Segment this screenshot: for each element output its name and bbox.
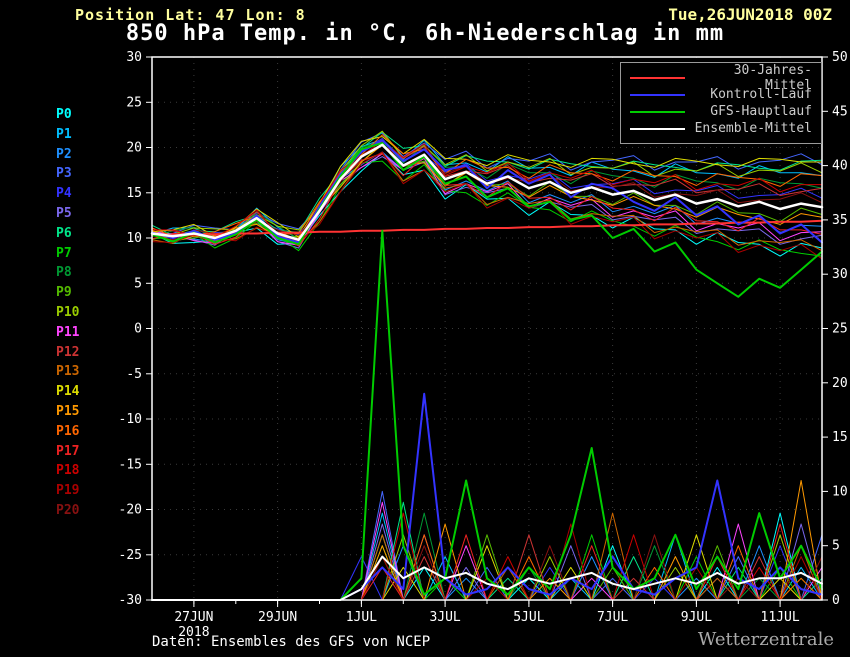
legend-entry-label: GFS-Hauptlauf bbox=[710, 104, 812, 119]
svg-text:10: 10 bbox=[832, 484, 848, 499]
legend-row: 30-Jahres-Mittel bbox=[630, 63, 812, 93]
data-source-label: Daten: Ensembles des GFS von NCEP bbox=[152, 634, 431, 650]
svg-text:15: 15 bbox=[126, 186, 142, 201]
legend-line-sample bbox=[630, 93, 685, 96]
axes: -30 -25 -20 -15 -10 -5 0 5 10 15 20 25 30 0 5 10 15 20 25 3… bbox=[119, 50, 848, 640]
svg-text:10: 10 bbox=[126, 231, 142, 246]
ensemble-member-label: P12 bbox=[56, 344, 80, 360]
ensemble-member-label: P0 bbox=[56, 107, 72, 122]
svg-text:-15: -15 bbox=[119, 457, 142, 472]
legend-entry-label: 30-Jahres-Mittel bbox=[733, 62, 812, 93]
svg-text:50: 50 bbox=[832, 50, 848, 65]
svg-text:27JUN: 27JUN bbox=[174, 610, 213, 625]
ensemble-member-label: P20 bbox=[56, 503, 80, 518]
svg-text:11JUL: 11JUL bbox=[761, 610, 800, 625]
ensemble-member-label: P18 bbox=[56, 463, 80, 479]
legend-row: GFS-Hauptlauf bbox=[630, 103, 812, 120]
ensemble-member-label: P15 bbox=[56, 404, 80, 419]
ensemble-member-label: P4 bbox=[56, 186, 72, 202]
svg-text:29JUN: 29JUN bbox=[258, 610, 297, 625]
ensemble-member-label: P2 bbox=[56, 146, 72, 162]
ensemble-member-label: P9 bbox=[56, 285, 72, 301]
svg-text:30: 30 bbox=[832, 267, 848, 282]
chart-title: 850 hPa Temp. in °C, 6h-Niederschlag in … bbox=[125, 21, 725, 46]
svg-text:-10: -10 bbox=[119, 412, 142, 427]
ensemble-member-label: P5 bbox=[56, 206, 72, 221]
svg-text:3JUL: 3JUL bbox=[429, 610, 460, 625]
svg-text:-20: -20 bbox=[119, 503, 142, 518]
ensemble-member-label: P14 bbox=[56, 384, 80, 400]
legend-line-sample bbox=[630, 76, 685, 79]
svg-text:5JUL: 5JUL bbox=[513, 610, 544, 625]
ensemble-member-label: P19 bbox=[56, 483, 80, 499]
brand-label: Wetterzentrale bbox=[697, 629, 834, 650]
ensemble-member-label: P11 bbox=[56, 324, 80, 340]
legend-line-sample bbox=[630, 110, 685, 113]
temperature-series bbox=[150, 130, 824, 298]
ensemble-member-label: P3 bbox=[56, 166, 72, 182]
ensemble-member-label: P13 bbox=[56, 364, 80, 380]
svg-text:25: 25 bbox=[126, 95, 142, 110]
chart-legend: 30-Jahres-Mittel Kontroll-Lauf GFS-Hauptla… bbox=[620, 62, 822, 144]
svg-text:7JUL: 7JUL bbox=[597, 610, 628, 625]
ensemble-member-label: P17 bbox=[56, 443, 80, 459]
legend-row: Ensemble-Mittel bbox=[630, 120, 812, 137]
svg-text:9JUL: 9JUL bbox=[681, 610, 712, 625]
svg-text:0: 0 bbox=[832, 593, 840, 608]
svg-text:20: 20 bbox=[832, 376, 848, 391]
svg-text:5: 5 bbox=[832, 539, 840, 554]
svg-text:2018: 2018 bbox=[178, 625, 209, 640]
ensemble-member-label: P1 bbox=[56, 126, 72, 142]
legend-entry-label: Kontroll-Lauf bbox=[710, 87, 812, 102]
svg-text:45: 45 bbox=[832, 104, 848, 119]
svg-text:35: 35 bbox=[832, 213, 848, 228]
svg-text:40: 40 bbox=[832, 159, 848, 174]
ensemble-member-label: P7 bbox=[56, 245, 72, 261]
svg-text:-25: -25 bbox=[119, 548, 142, 563]
ensemble-member-label: P10 bbox=[56, 305, 80, 320]
ensemble-member-label: P8 bbox=[56, 265, 72, 281]
position-label: Position Lat: 47 Lon: 8 bbox=[75, 6, 306, 24]
svg-text:15: 15 bbox=[832, 430, 848, 445]
svg-text:30: 30 bbox=[126, 50, 142, 65]
svg-text:-5: -5 bbox=[126, 367, 142, 382]
run-datetime-label: Tue,26JUN2018 00Z bbox=[668, 5, 832, 24]
svg-text:1JUL: 1JUL bbox=[346, 610, 377, 625]
ensemble-member-label: P16 bbox=[56, 423, 80, 439]
svg-text:20: 20 bbox=[126, 141, 142, 156]
legend-row: Kontroll-Lauf bbox=[630, 86, 812, 103]
svg-text:25: 25 bbox=[832, 322, 848, 337]
legend-entry-label: Ensemble-Mittel bbox=[694, 121, 812, 136]
svg-text:0: 0 bbox=[134, 322, 142, 337]
legend-line-sample bbox=[630, 127, 685, 130]
svg-text:5: 5 bbox=[134, 276, 142, 291]
ensemble-member-label: P6 bbox=[56, 225, 72, 241]
svg-text:-30: -30 bbox=[119, 593, 142, 608]
